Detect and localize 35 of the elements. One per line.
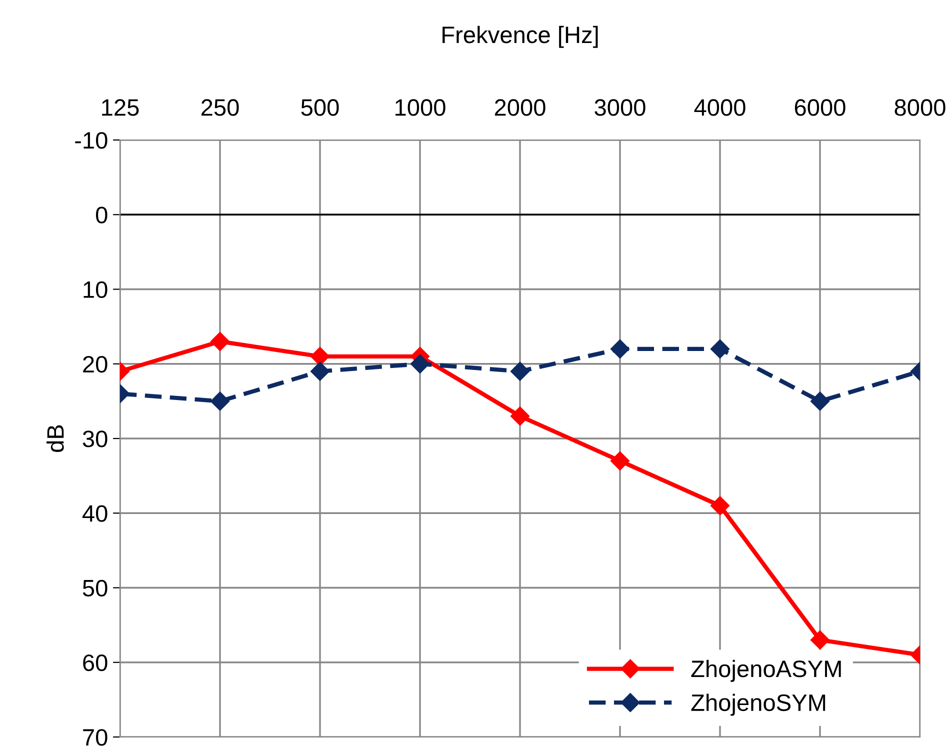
point [210,332,230,352]
y-tick-label: 30 [82,430,108,448]
y-tick-label: 20 [83,356,108,373]
y-tick-label: 0 [96,206,108,224]
x-tick-label: 8000 [894,99,946,116]
point [510,362,530,381]
x-tick-label: 2000 [494,99,546,116]
y-tick-label: 40 [82,505,108,522]
legend-label: ZhojenoASYM [691,660,841,682]
point [710,496,730,516]
legend-label: ZhojenoSYM [691,694,826,716]
point [710,339,730,358]
x-tick-label: 1000 [396,99,446,116]
point [810,392,830,411]
point [610,451,630,470]
x-tick-label: 4000 [694,99,746,116]
point [810,630,830,650]
x-axis-title: Frekvence [Hz] [442,26,598,48]
x-tick-label: 6000 [794,99,846,116]
x-tick-label: 3000 [594,99,646,116]
point [510,406,530,426]
point [210,392,230,411]
y-tick-label: 70 [83,729,108,746]
y-tick-label: 60 [83,654,108,672]
point [410,354,430,374]
y-axis-title: dB [46,425,64,452]
y-tick-label: 50 [82,580,108,597]
y-tick-label: 10 [84,281,108,298]
point [310,362,330,381]
y-tick-label: -10 [75,132,108,149]
point [310,346,330,366]
x-tick-label: 125 [102,99,139,116]
x-tick-label: 500 [301,99,339,116]
point [610,339,630,358]
x-tick-label: 250 [201,99,239,116]
